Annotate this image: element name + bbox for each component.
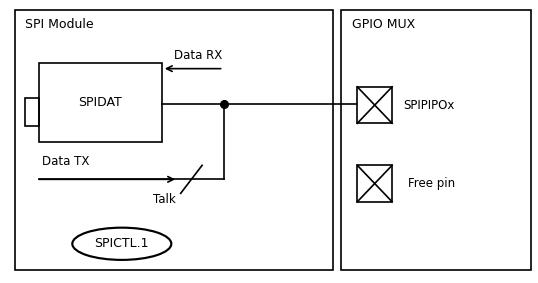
Bar xyxy=(357,165,392,202)
Bar xyxy=(15,10,333,270)
Text: SPIDAT: SPIDAT xyxy=(79,96,122,109)
Text: SPIPIPOx: SPIPIPOx xyxy=(403,98,454,112)
Text: Data RX: Data RX xyxy=(174,49,222,62)
Text: SPICTL.1: SPICTL.1 xyxy=(95,237,149,250)
Text: SPI Module: SPI Module xyxy=(25,18,94,31)
Bar xyxy=(39,63,162,142)
Text: Data TX: Data TX xyxy=(41,155,89,168)
Text: GPIO MUX: GPIO MUX xyxy=(352,18,415,31)
Bar xyxy=(357,87,392,123)
Bar xyxy=(341,10,531,270)
Text: Talk: Talk xyxy=(153,193,176,206)
Bar xyxy=(25,98,39,126)
Text: Free pin: Free pin xyxy=(408,177,455,190)
